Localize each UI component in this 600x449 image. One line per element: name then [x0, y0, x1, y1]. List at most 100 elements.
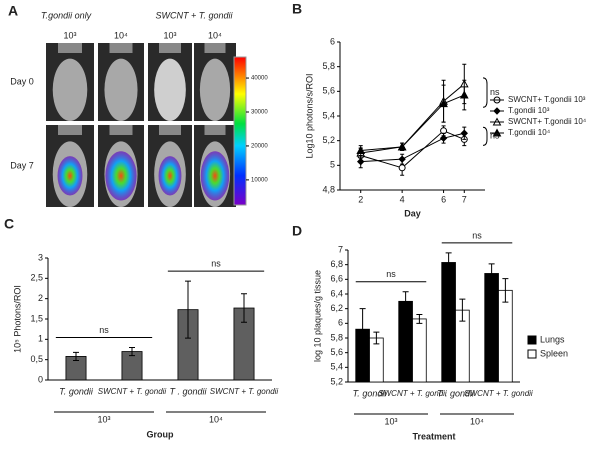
y-tick-label: 0,5 — [30, 354, 43, 364]
legend-swatch — [527, 349, 537, 359]
legend-label: Spleen — [540, 348, 568, 358]
point — [397, 142, 407, 151]
x-axis-title: Day — [404, 208, 421, 218]
legend-label: Lungs — [540, 334, 565, 344]
y-tick-label: 5,2 — [322, 135, 335, 145]
point — [398, 155, 406, 163]
y-tick-label: 6 — [330, 36, 335, 46]
signal — [200, 151, 230, 201]
mouse-holder — [204, 43, 226, 53]
legend-label: T.gondii 10⁴ — [508, 128, 551, 137]
mouse-holder — [159, 125, 181, 135]
point — [459, 90, 469, 99]
error-bar — [241, 293, 247, 323]
bar — [412, 318, 427, 383]
legend-label: SWCNT+ T.gondii 10³ — [508, 95, 586, 104]
group-label: 10³ — [97, 414, 110, 424]
x-tick-label: T. gondii — [59, 386, 94, 396]
mouse-holder — [159, 43, 181, 53]
x-tick-label: T . gondii — [169, 386, 207, 396]
annotation: ns — [211, 259, 221, 269]
bracket — [482, 77, 488, 108]
point — [460, 129, 468, 137]
panel-label: A — [8, 3, 18, 19]
point — [439, 134, 448, 142]
x-tick-label: SWCNT + T. gondii — [378, 389, 447, 398]
row-label: Day 7 — [10, 160, 34, 170]
y-tick-label: 6,6 — [330, 274, 343, 284]
annotation: ns — [386, 269, 396, 279]
annotation: ns — [490, 87, 500, 97]
error-bar — [402, 291, 409, 312]
mouse-holder — [58, 43, 82, 53]
bar — [498, 289, 513, 383]
point — [357, 157, 365, 166]
y-tick-label: 6 — [338, 318, 343, 328]
y-tick-label: 5,8 — [330, 332, 343, 342]
series-line — [360, 94, 465, 152]
y-tick-label: 1,5 — [30, 313, 43, 323]
mouse-body — [199, 58, 231, 121]
point — [398, 164, 406, 172]
y-tick-label: 3 — [38, 252, 43, 262]
series-line — [360, 132, 465, 163]
colorbar — [233, 56, 247, 206]
colorbar-tick-label: 40000 — [251, 76, 268, 82]
point — [356, 145, 366, 155]
y-tick-label: 2 — [38, 293, 43, 303]
error-bar — [373, 331, 380, 345]
x-tick-label: T . gondii — [437, 388, 475, 398]
legend-label: T.gondii 10³ — [508, 106, 550, 115]
mouse-body — [104, 58, 138, 121]
bracket — [482, 126, 488, 146]
error-bar — [445, 252, 452, 273]
signal — [105, 151, 137, 201]
y-tick-label: 7 — [338, 244, 343, 254]
y-tick-label: 5,4 — [322, 110, 335, 120]
bar — [484, 273, 499, 383]
column-label: 10⁴ — [114, 30, 128, 40]
x-tick-label: SWCNT + T. gondii — [210, 387, 279, 396]
legend-label: SWCNT+ T.gondii 10⁴ — [508, 117, 587, 126]
group-label: 10³ — [384, 416, 397, 426]
x-axis-title: Group — [147, 429, 174, 439]
y-tick-label: 6,2 — [330, 303, 343, 313]
row-label: Day 0 — [10, 76, 34, 86]
point — [439, 99, 448, 108]
y-tick-label: 4,8 — [322, 184, 335, 194]
bar — [398, 300, 413, 383]
y-axis-title: 10⁵ Photons/ROI — [12, 285, 22, 353]
mouse-holder — [58, 125, 82, 135]
y-axis-title: Log10 photons/s/ROI — [304, 73, 314, 158]
y-tick-label: 6,8 — [330, 259, 343, 269]
y-tick-label: 5,4 — [330, 362, 343, 372]
series-line — [360, 83, 465, 154]
x-tick-label: 6 — [441, 194, 446, 204]
annotation: ns — [490, 131, 500, 141]
x-tick-label: 4 — [400, 194, 405, 204]
y-tick-label: 5,8 — [322, 61, 335, 71]
mouse-holder — [109, 43, 133, 53]
y-tick-label: 0 — [38, 374, 43, 384]
panel-label: D — [292, 223, 302, 239]
column-label: 10³ — [163, 30, 176, 40]
x-tick-label: T. gondii — [353, 388, 388, 398]
y-axis-title: log 10 plaques/g tissue — [312, 270, 322, 362]
error-bar — [488, 263, 495, 284]
y-tick-label: 6,4 — [330, 288, 343, 298]
series-line — [360, 130, 465, 169]
bar — [369, 337, 384, 383]
mouse-body — [52, 58, 88, 121]
group-label: SWCNT + T. gondii — [156, 10, 234, 20]
legend-swatch — [527, 335, 537, 345]
group-label: T.gondii only — [41, 10, 92, 20]
bar — [441, 262, 456, 383]
colorbar-tick-label: 10000 — [251, 177, 268, 183]
y-tick-label: 5,6 — [330, 347, 343, 357]
mouse-holder — [204, 125, 226, 135]
colorbar-tick-label: 30000 — [251, 110, 268, 116]
y-tick-label: 1 — [38, 334, 43, 344]
error-bar — [73, 351, 79, 361]
x-tick-label: SWCNT + T. gondii — [98, 387, 167, 396]
